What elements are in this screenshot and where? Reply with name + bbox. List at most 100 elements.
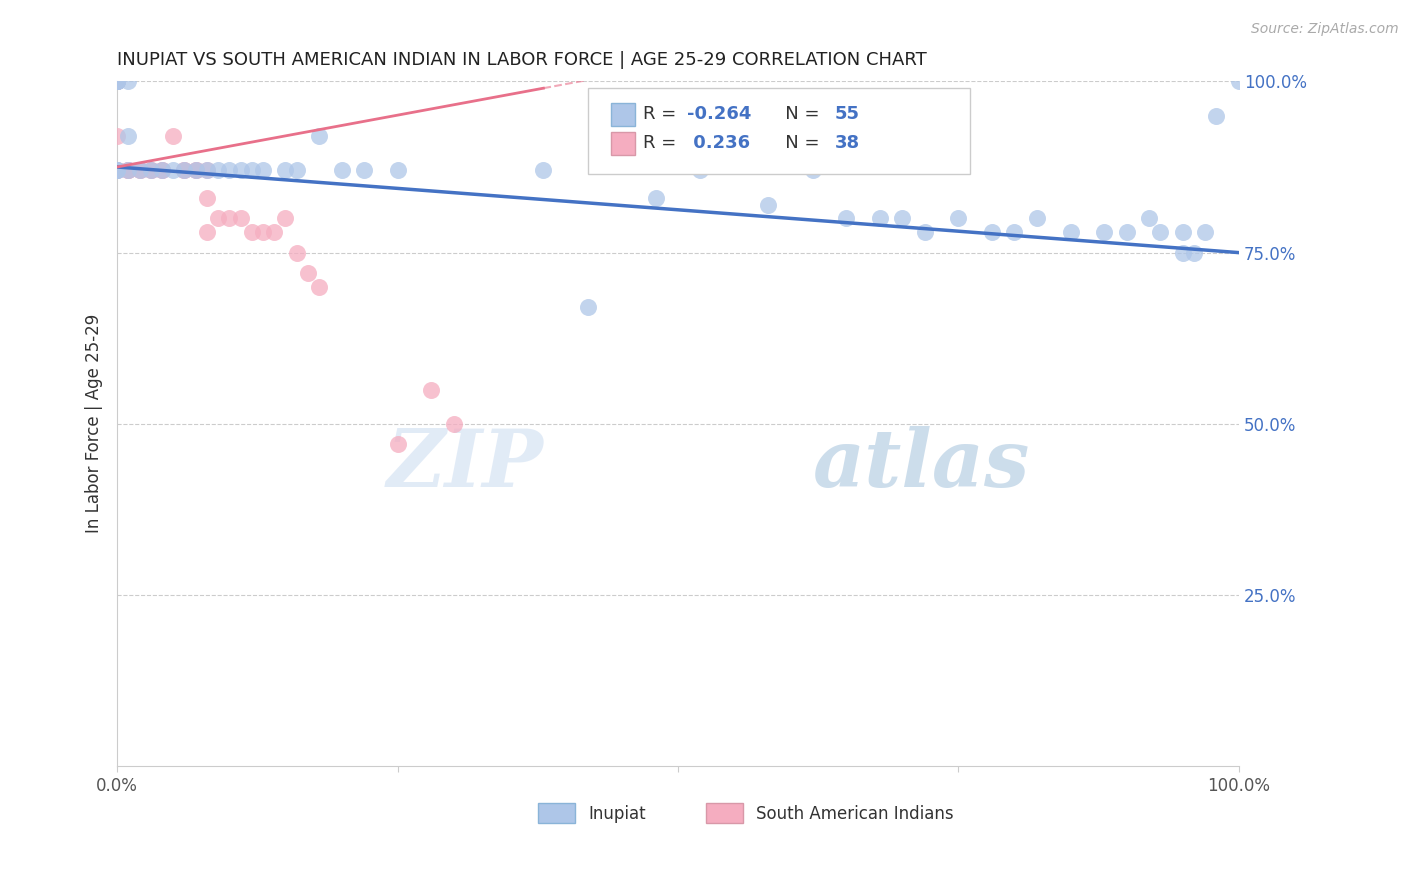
Point xyxy=(117,163,139,178)
Point xyxy=(443,417,465,431)
Point xyxy=(229,211,252,226)
Point xyxy=(105,74,128,88)
Text: ZIP: ZIP xyxy=(387,426,543,504)
FancyBboxPatch shape xyxy=(588,88,970,174)
Text: 0.236: 0.236 xyxy=(688,134,749,152)
Point xyxy=(105,163,128,178)
Point xyxy=(207,163,229,178)
Point xyxy=(105,74,128,88)
Point xyxy=(263,225,285,239)
FancyBboxPatch shape xyxy=(706,804,742,822)
Point xyxy=(150,163,173,178)
Point xyxy=(869,211,891,226)
Point xyxy=(207,211,229,226)
Point xyxy=(195,163,218,178)
FancyBboxPatch shape xyxy=(610,103,636,126)
Text: South American Indians: South American Indians xyxy=(756,805,955,823)
Text: N =: N = xyxy=(768,104,825,122)
Point xyxy=(105,74,128,88)
Point xyxy=(252,225,274,239)
Point xyxy=(981,225,1004,239)
Point xyxy=(218,211,240,226)
Point xyxy=(387,163,409,178)
Point xyxy=(891,211,914,226)
Text: Source: ZipAtlas.com: Source: ZipAtlas.com xyxy=(1251,22,1399,37)
Point xyxy=(531,163,554,178)
Point xyxy=(105,74,128,88)
FancyBboxPatch shape xyxy=(537,804,575,822)
Point xyxy=(105,74,128,88)
Point xyxy=(105,129,128,144)
Point xyxy=(173,163,195,178)
Point xyxy=(128,163,150,178)
Point xyxy=(1115,225,1137,239)
Point xyxy=(105,74,128,88)
Point xyxy=(274,163,297,178)
Text: 38: 38 xyxy=(835,134,860,152)
Point xyxy=(387,437,409,451)
Point xyxy=(105,74,128,88)
Point xyxy=(105,163,128,178)
Point xyxy=(420,383,443,397)
Point xyxy=(173,163,195,178)
Point xyxy=(240,225,263,239)
Point xyxy=(150,163,173,178)
Point xyxy=(105,163,128,178)
Point xyxy=(1205,109,1227,123)
Point xyxy=(644,191,666,205)
Point xyxy=(1182,245,1205,260)
Point xyxy=(274,211,297,226)
Point xyxy=(252,163,274,178)
Point xyxy=(117,74,139,88)
Point xyxy=(285,163,308,178)
Point xyxy=(184,163,207,178)
Point xyxy=(1149,225,1171,239)
Point xyxy=(835,211,858,226)
Point xyxy=(801,163,824,178)
Point xyxy=(117,163,139,178)
Point xyxy=(117,163,139,178)
Text: N =: N = xyxy=(768,134,825,152)
Point xyxy=(162,129,184,144)
Point xyxy=(105,74,128,88)
Text: Inupiat: Inupiat xyxy=(588,805,645,823)
Point xyxy=(195,163,218,178)
Point xyxy=(1059,225,1081,239)
Point xyxy=(162,163,184,178)
Text: -0.264: -0.264 xyxy=(688,104,751,122)
Point xyxy=(756,197,779,211)
Point xyxy=(240,163,263,178)
Text: R =: R = xyxy=(643,104,682,122)
Y-axis label: In Labor Force | Age 25-29: In Labor Force | Age 25-29 xyxy=(86,314,103,533)
Point xyxy=(1025,211,1047,226)
Text: 55: 55 xyxy=(835,104,860,122)
Text: R =: R = xyxy=(643,134,682,152)
Point xyxy=(948,211,970,226)
Point xyxy=(308,280,330,294)
Point xyxy=(128,163,150,178)
Point xyxy=(105,74,128,88)
Point xyxy=(117,129,139,144)
Point xyxy=(173,163,195,178)
Point xyxy=(914,225,936,239)
Point xyxy=(195,225,218,239)
Point xyxy=(297,266,319,280)
Point xyxy=(105,163,128,178)
Text: atlas: atlas xyxy=(813,426,1031,504)
Point xyxy=(105,74,128,88)
Point xyxy=(308,129,330,144)
Point xyxy=(139,163,162,178)
Point xyxy=(229,163,252,178)
Point xyxy=(1092,225,1115,239)
Point xyxy=(150,163,173,178)
Point xyxy=(105,163,128,178)
Point xyxy=(1171,245,1194,260)
Text: INUPIAT VS SOUTH AMERICAN INDIAN IN LABOR FORCE | AGE 25-29 CORRELATION CHART: INUPIAT VS SOUTH AMERICAN INDIAN IN LABO… xyxy=(117,51,927,69)
Point xyxy=(1171,225,1194,239)
Point xyxy=(689,163,711,178)
Point xyxy=(218,163,240,178)
Point xyxy=(1004,225,1026,239)
Point xyxy=(1194,225,1216,239)
Point xyxy=(105,74,128,88)
Point xyxy=(353,163,375,178)
